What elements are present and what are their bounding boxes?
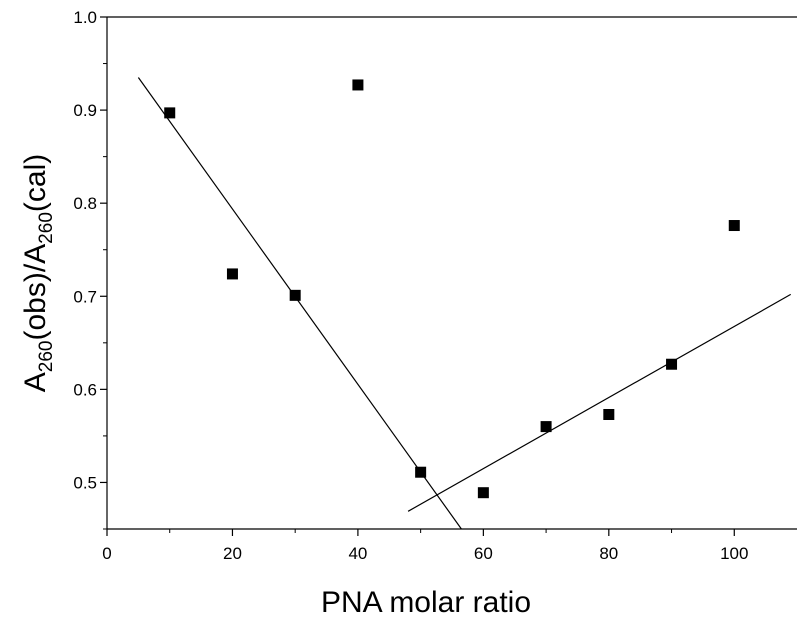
y-tick-label: 0.6 [73,380,97,399]
x-tick-label: 80 [599,544,618,563]
data-point [226,268,238,280]
data-point [603,408,615,420]
fit-line [137,77,462,530]
data-point [728,220,740,232]
y-axis-title: A260(obs)/A260(cal) [19,154,57,392]
x-tick-label: 100 [720,544,748,563]
y-axis-title-text: (obs)/A [19,244,52,341]
y-axis-title-subscript: 260 [36,212,57,244]
y-axis-title-text: A [19,372,52,392]
data-point [164,107,176,119]
y-tick-label: 0.7 [73,287,97,306]
y-tick-label: 0.9 [73,101,97,120]
data-point [289,289,301,301]
data-point [666,358,678,370]
data-point [415,466,427,478]
data-point [352,79,364,91]
data-point [477,487,489,499]
data-points [164,79,740,499]
x-tick-label: 20 [223,544,242,563]
y-axis-title-text: (cal) [19,154,52,212]
plot-frame [106,16,797,530]
x-tick-label: 40 [348,544,367,563]
fit-lines [137,77,792,530]
x-tick-label: 0 [102,544,111,563]
y-tick-label: 1.0 [73,8,97,27]
data-point [540,421,552,433]
fit-line [407,293,792,512]
y-tick-label: 0.5 [73,473,97,492]
x-axis-title: PNA molar ratio [321,586,531,619]
y-tick-label: 0.8 [73,194,97,213]
axis-ticks: 0 20 40 60 80 100 0.5 0.6 0.7 0.8 0.9 1.0 [73,8,748,563]
y-axis-title-subscript: 260 [36,341,57,373]
x-tick-label: 60 [474,544,493,563]
